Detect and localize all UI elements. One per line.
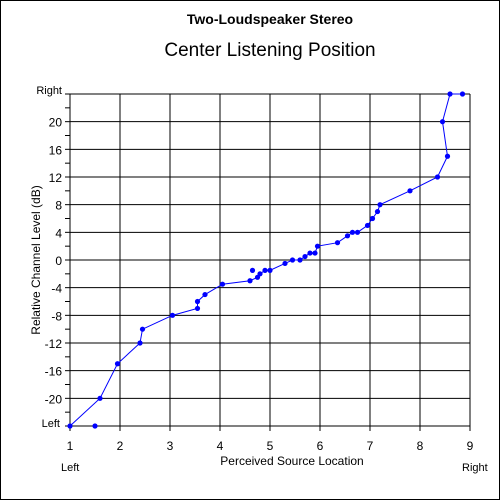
data-point [407, 188, 413, 194]
data-point [354, 229, 361, 235]
data-point [219, 281, 226, 287]
data-point [434, 174, 441, 180]
y-tick-label: -20 [45, 392, 63, 406]
data-point [312, 250, 318, 256]
data-point [334, 240, 341, 246]
x-tick-label: 8 [417, 439, 424, 453]
data-point [92, 423, 98, 429]
data-point [67, 423, 73, 429]
data-series [67, 91, 466, 429]
chart-title: Two-Loudspeaker Stereo [187, 11, 353, 27]
data-point [374, 208, 381, 215]
axis-ticks [65, 93, 471, 431]
x-tick-label: 3 [167, 439, 174, 453]
data-point [289, 257, 296, 263]
x-tick-label: 1 [67, 439, 74, 453]
data-point [97, 395, 103, 401]
y-tick-label: -16 [45, 365, 63, 379]
data-point [169, 312, 176, 318]
data-point [302, 253, 308, 260]
data-point [267, 267, 273, 273]
y-tick-label: -12 [45, 337, 63, 351]
data-point [364, 222, 371, 229]
data-point [282, 260, 288, 267]
data-point [447, 91, 453, 97]
data-point [249, 267, 256, 273]
y-top-end-label: Right [36, 85, 62, 97]
data-point [377, 202, 383, 208]
x-tick-label: 7 [367, 439, 374, 453]
chart-subtitle: Center Listening Position [164, 40, 375, 61]
data-point [314, 243, 321, 249]
data-point [257, 271, 263, 277]
x-tick-label: 9 [467, 439, 474, 453]
data-point [137, 340, 143, 346]
data-point [247, 278, 253, 284]
data-point [202, 291, 208, 298]
data-point [459, 91, 466, 97]
data-point [114, 361, 121, 367]
x-tick-label: 6 [317, 439, 324, 453]
x-tick-label: 4 [217, 439, 224, 453]
data-point [139, 326, 146, 332]
series-line [69, 93, 463, 427]
data-point [297, 257, 303, 263]
x-axis-title: Perceived Source Location [220, 454, 363, 468]
data-point [444, 153, 451, 159]
y-tick-label: 8 [55, 199, 62, 213]
y-bottom-end-label: Left [42, 418, 60, 430]
data-point [194, 298, 201, 305]
y-tick-label: 4 [55, 226, 62, 240]
x-left-end-label: Left [61, 462, 79, 474]
grid-lines [69, 93, 471, 427]
y-tick-label: 16 [49, 143, 63, 157]
x-tick-label: 5 [267, 439, 274, 453]
data-point [194, 305, 201, 312]
data-point [344, 233, 351, 239]
y-tick-label: 20 [49, 116, 63, 130]
data-point [349, 229, 356, 235]
y-axis-title: Relative Channel Level (dB) [29, 185, 43, 334]
data-point [369, 215, 376, 222]
data-point [307, 250, 313, 256]
y-tick-label: -8 [51, 309, 62, 323]
y-tick-label: -4 [51, 282, 62, 296]
x-right-end-label: Right [462, 462, 488, 474]
y-tick-label: 0 [55, 254, 62, 268]
y-tick-label: 12 [49, 171, 63, 185]
x-tick-label: 2 [117, 439, 124, 453]
data-point [262, 267, 268, 273]
data-point [439, 119, 446, 125]
